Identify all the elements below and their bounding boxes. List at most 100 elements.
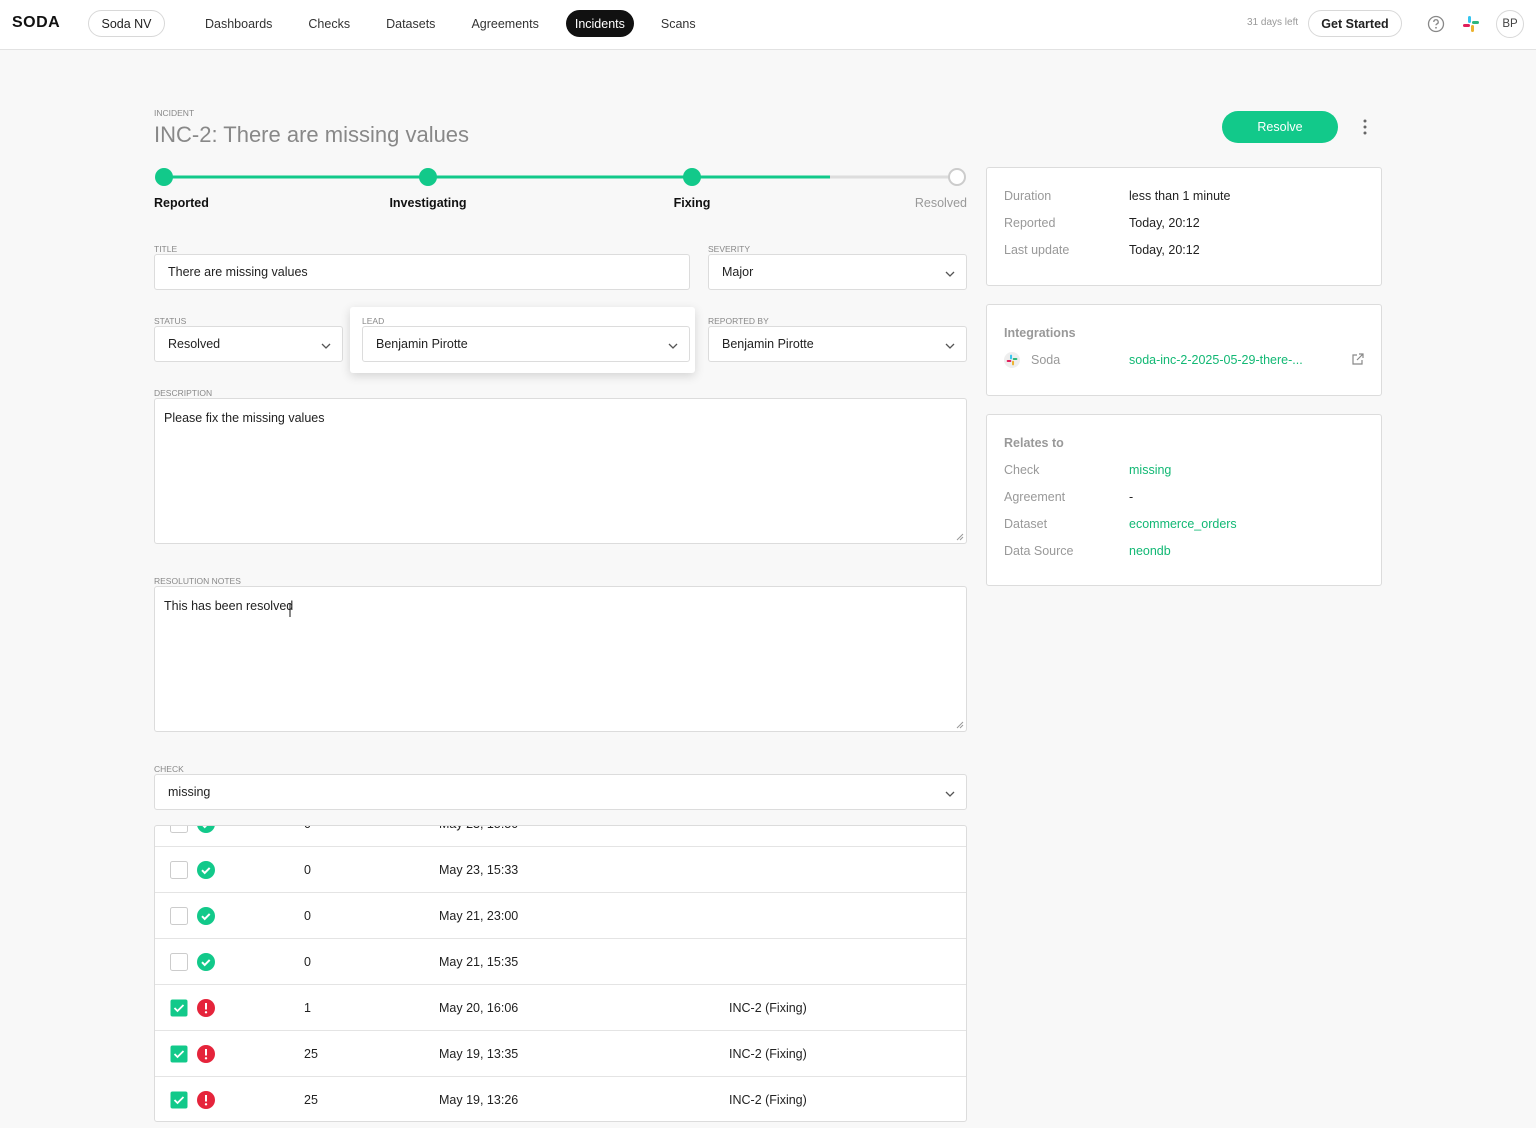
panel-title: Integrations bbox=[1004, 326, 1076, 340]
dropdown-chevron bbox=[945, 271, 955, 277]
lead-popover: LEAD Benjamin Pirotte bbox=[350, 307, 695, 373]
step-label: Reported bbox=[154, 196, 209, 210]
org-switcher[interactable]: Soda NV bbox=[88, 10, 165, 37]
severity-input[interactable]: Major bbox=[708, 254, 967, 290]
panel-title: Relates to bbox=[1004, 436, 1064, 450]
field-label: SEVERITY bbox=[708, 244, 751, 254]
relates-label: Agreement bbox=[1004, 490, 1066, 504]
result-row: 0 May 21, 23:00 bbox=[155, 893, 966, 939]
resolution-notes-input[interactable]: This has been resolved bbox=[154, 586, 967, 732]
slack-icon[interactable] bbox=[1462, 15, 1480, 33]
more-menu[interactable] bbox=[1359, 118, 1371, 136]
field-label: RESOLUTION NOTES bbox=[154, 576, 241, 586]
top-bar: SODA Soda NV Dashboards Checks Datasets Agree… bbox=[0, 0, 1536, 50]
title-input[interactable]: There are missing values bbox=[154, 254, 690, 290]
result-row: 0 May 21, 15:35 bbox=[155, 939, 966, 985]
dropdown-chevron bbox=[945, 791, 955, 797]
status-input[interactable]: Resolved bbox=[154, 326, 343, 362]
trial-text: 31 days left bbox=[1247, 17, 1299, 28]
relates-label: Dataset bbox=[1004, 517, 1048, 531]
logo: SODA bbox=[12, 14, 61, 31]
result-row: 0 May 23, 15:50 bbox=[155, 825, 966, 847]
incident-title: INC-2: There are missing values bbox=[154, 122, 470, 147]
nav-item[interactable]: Datasets bbox=[386, 16, 436, 31]
nav-item[interactable]: Agreements bbox=[471, 16, 539, 31]
status-icon bbox=[197, 907, 215, 925]
nav-menu: Dashboards Checks Datasets Agreements Incide… bbox=[187, 10, 714, 37]
result-time: May 21, 15:35 bbox=[439, 955, 519, 969]
field-value: There are missing values bbox=[168, 265, 308, 279]
description-input[interactable]: Please fix the missing values bbox=[154, 398, 967, 544]
summary-label: Reported bbox=[1004, 216, 1056, 230]
field-value: missing bbox=[168, 785, 211, 799]
result-row: 25 May 19, 13:35 INC-2 (Fixing) bbox=[155, 1031, 966, 1077]
field-label: LEAD bbox=[362, 316, 385, 326]
field-label: DESCRIPTION bbox=[154, 388, 213, 398]
relates-value[interactable]: ecommerce_orders bbox=[1129, 517, 1237, 531]
summary-panel: Duration less than 1 minute Reported Today,… bbox=[986, 167, 1382, 286]
row-checkbox[interactable] bbox=[170, 907, 188, 925]
dropdown-chevron bbox=[668, 343, 678, 349]
row-checkbox[interactable] bbox=[170, 953, 188, 971]
field-label: REPORTED BY bbox=[708, 316, 769, 326]
field-label: STATUS bbox=[154, 316, 187, 326]
incident-label: INCIDENT bbox=[154, 108, 195, 118]
result-row: 1 May 20, 16:06 INC-2 (Fixing) bbox=[155, 985, 966, 1031]
row-checkbox[interactable] bbox=[170, 825, 188, 833]
result-value: 1 bbox=[304, 1001, 311, 1015]
result-value: 25 bbox=[304, 1047, 318, 1061]
nav-item[interactable]: Incidents bbox=[565, 10, 634, 37]
status-icon bbox=[197, 953, 215, 971]
integration-name: Soda bbox=[1031, 353, 1061, 367]
result-value: 0 bbox=[304, 826, 311, 831]
relates-value: - bbox=[1129, 490, 1134, 504]
status-icon bbox=[197, 999, 215, 1017]
row-checkbox[interactable] bbox=[170, 1045, 188, 1063]
reported-by-input[interactable]: Benjamin Pirotte bbox=[708, 326, 967, 362]
result-time: May 23, 15:50 bbox=[439, 826, 518, 831]
resize-handle bbox=[956, 533, 964, 541]
get-started[interactable]: Get Started bbox=[1308, 10, 1402, 37]
result-incident[interactable]: INC-2 (Fixing) bbox=[729, 1047, 807, 1061]
lead-input[interactable]: Benjamin Pirotte bbox=[362, 326, 690, 362]
relates-value[interactable]: missing bbox=[1129, 463, 1172, 477]
step-label: Resolved bbox=[914, 196, 967, 210]
result-time: May 19, 13:26 bbox=[439, 1093, 519, 1107]
avatar[interactable]: BP bbox=[1496, 10, 1524, 38]
field-value: Resolved bbox=[168, 337, 221, 351]
text-cursor bbox=[289, 603, 291, 617]
result-time: May 20, 16:06 bbox=[439, 1001, 519, 1015]
external-link-icon[interactable] bbox=[1352, 353, 1364, 365]
field-label: TITLE bbox=[154, 244, 178, 254]
field-value: Major bbox=[722, 265, 754, 279]
field-value: Benjamin Pirotte bbox=[722, 337, 814, 351]
result-time: May 21, 23:00 bbox=[439, 909, 519, 923]
progress-track bbox=[164, 175, 957, 179]
step-dot bbox=[419, 168, 437, 186]
integration-link[interactable]: soda-inc-2-2025-05-29-there-... bbox=[1129, 353, 1303, 367]
nav-item[interactable]: Scans bbox=[660, 16, 696, 31]
result-time: May 19, 13:35 bbox=[439, 1047, 519, 1061]
help-icon[interactable] bbox=[1427, 15, 1445, 33]
result-row: 0 May 23, 15:33 bbox=[155, 847, 966, 893]
relates-label: Check bbox=[1004, 463, 1040, 477]
row-checkbox[interactable] bbox=[170, 999, 188, 1017]
nav-item[interactable]: Checks bbox=[308, 16, 351, 31]
dropdown-chevron bbox=[945, 343, 955, 349]
field-value: Please fix the missing values bbox=[164, 411, 325, 425]
row-checkbox[interactable] bbox=[170, 1091, 188, 1109]
status-icon bbox=[197, 1045, 215, 1063]
status-icon bbox=[197, 826, 215, 833]
result-incident[interactable]: INC-2 (Fixing) bbox=[729, 1093, 807, 1107]
field-label: CHECK bbox=[154, 764, 184, 774]
result-value: 0 bbox=[304, 955, 311, 969]
result-incident[interactable]: INC-2 (Fixing) bbox=[729, 1001, 807, 1015]
row-checkbox[interactable] bbox=[170, 861, 188, 879]
relates-value[interactable]: neondb bbox=[1129, 544, 1171, 558]
nav-item[interactable]: Dashboards bbox=[205, 16, 273, 31]
check-input[interactable]: missing bbox=[154, 774, 967, 810]
result-value: 0 bbox=[304, 909, 311, 923]
result-time: May 23, 15:33 bbox=[439, 863, 519, 877]
step-dot bbox=[948, 168, 966, 186]
resolve-button[interactable]: Resolve bbox=[1222, 111, 1338, 143]
